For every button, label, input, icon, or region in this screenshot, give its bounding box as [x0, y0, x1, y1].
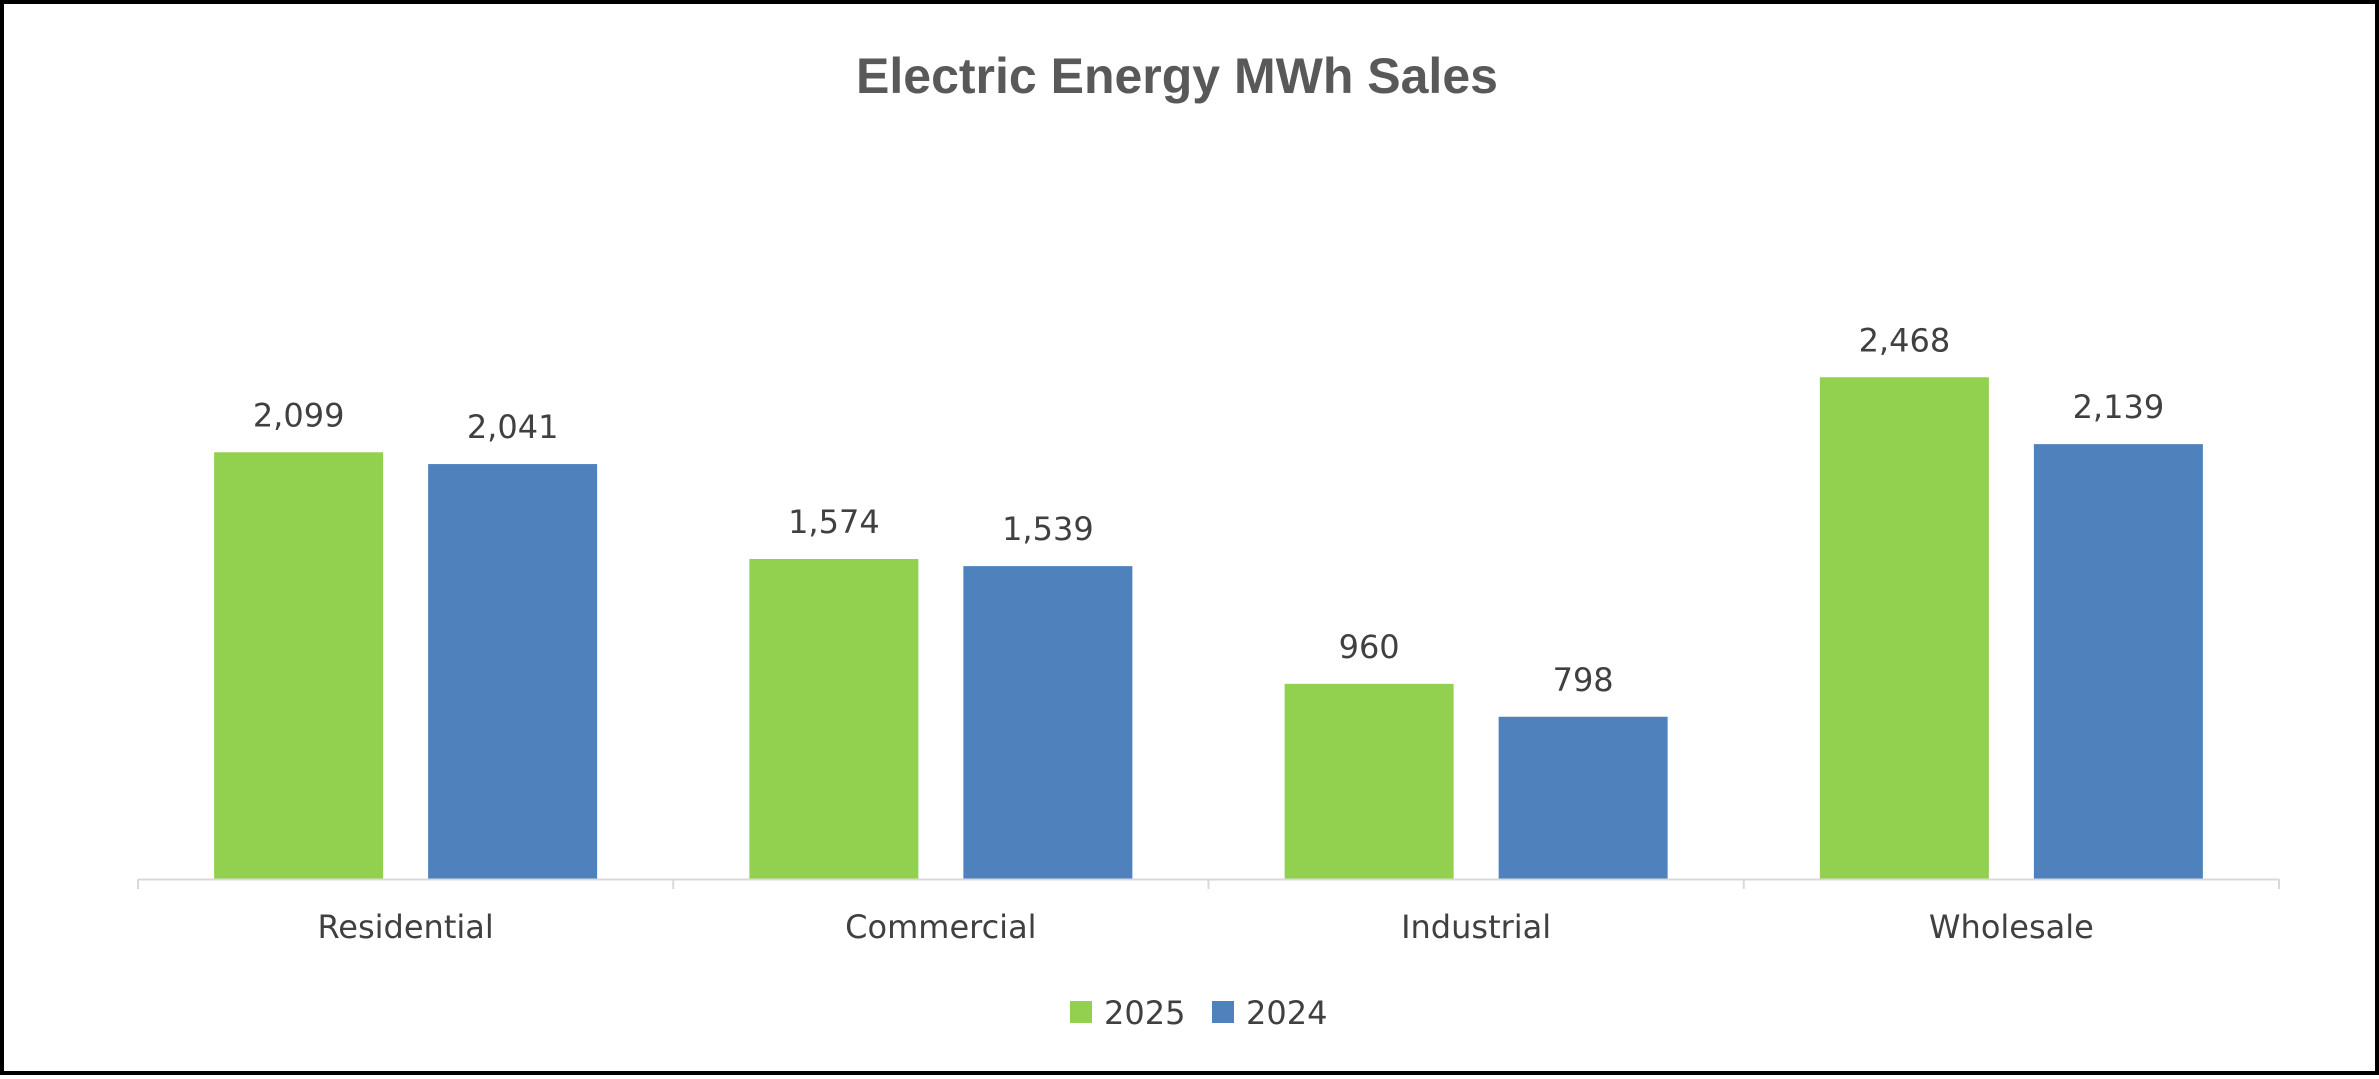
data-label-industrial-2024: 798: [1553, 661, 1614, 699]
bar-wholesale-2025: [1819, 377, 1989, 879]
data-label-industrial-2025: 960: [1339, 628, 1400, 666]
data-label-residential-2025: 2,099: [253, 396, 345, 434]
legend: 2025 2024: [1070, 994, 1327, 1032]
legend-label-2024: 2024: [1246, 994, 1327, 1032]
category-label-residential: Residential: [317, 908, 493, 946]
legend-swatch-2024: [1212, 1001, 1234, 1023]
bar-wholesale-2024: [2033, 444, 2203, 879]
chart-title: Electric Energy MWh Sales: [856, 48, 1498, 104]
category-label-industrial: Industrial: [1401, 908, 1551, 946]
category-label-wholesale: Wholesale: [1929, 908, 2094, 946]
data-label-residential-2024: 2,041: [467, 408, 559, 446]
data-label-wholesale-2025: 2,468: [1859, 321, 1951, 359]
x-axis: Residential Commercial Industrial Wholesale: [137, 878, 2280, 946]
chart: Electric Energy MWh Sales 2,099 2,041 1,57…: [137, 48, 2280, 1032]
bar-industrial-2025: [1284, 683, 1454, 879]
bar-residential-2025: [214, 452, 384, 879]
legend-label-2025: 2025: [1104, 994, 1185, 1032]
bar-industrial-2024: [1498, 716, 1668, 879]
bar-commercial-2025: [749, 559, 919, 879]
legend-swatch-2025: [1070, 1001, 1092, 1023]
data-label-commercial-2025: 1,574: [788, 503, 880, 541]
bars-group: 2,099 2,041 1,574 1,539 960 798 2,468 2,139: [214, 321, 2203, 879]
bar-residential-2024: [428, 464, 598, 879]
bar-commercial-2024: [963, 566, 1133, 879]
data-label-wholesale-2024: 2,139: [2073, 388, 2165, 426]
category-label-commercial: Commercial: [845, 908, 1036, 946]
data-label-commercial-2024: 1,539: [1002, 510, 1094, 548]
